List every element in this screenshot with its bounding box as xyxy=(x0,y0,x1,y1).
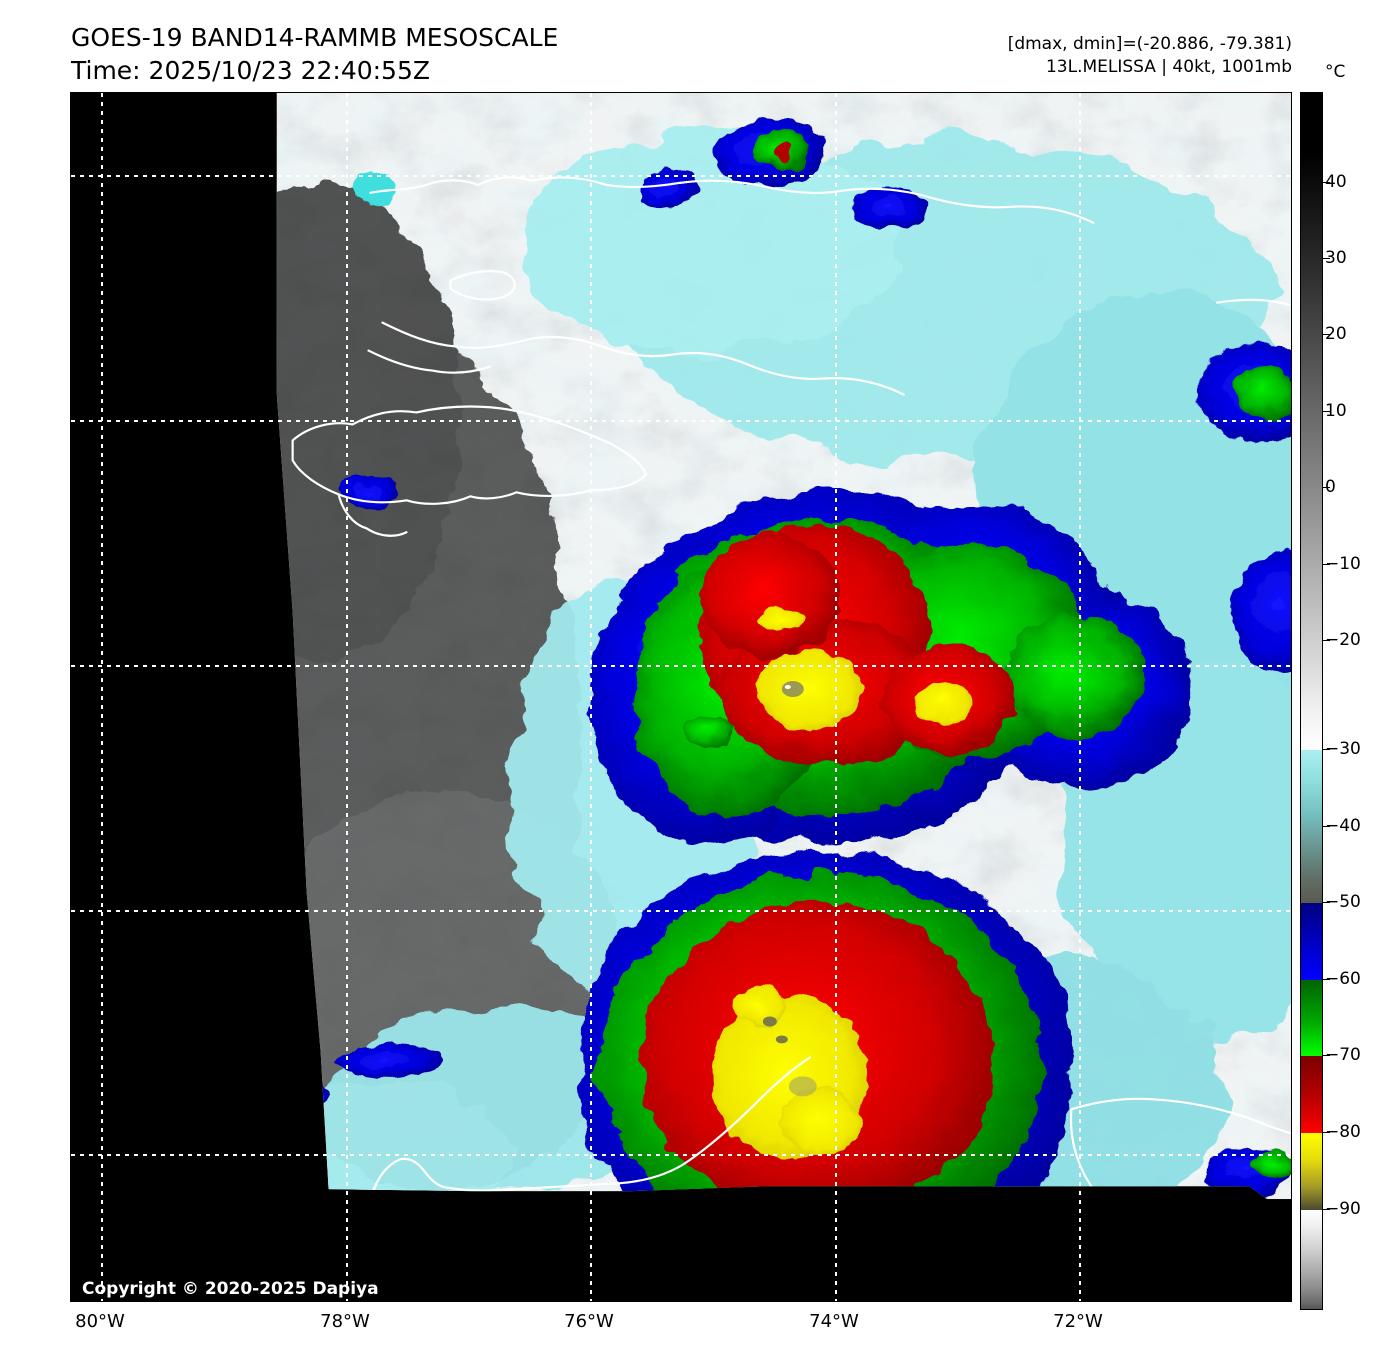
x-tick-label-78w: 78°W xyxy=(320,1311,370,1332)
satellite-imagery xyxy=(71,93,1291,1301)
northern-convective-cluster xyxy=(590,492,1195,842)
temperature-colorbar[interactable] xyxy=(1300,92,1323,1310)
coastlines xyxy=(276,176,1291,1200)
cbar-tickmark xyxy=(1323,182,1330,183)
colorbar-unit-label: °C xyxy=(1325,62,1346,82)
cbar-segment-green xyxy=(1301,980,1322,1056)
ir-brightness-temperature-raster xyxy=(71,93,1291,1301)
storm-info-label: 13L.MELISSA | 40kt, 1001mb xyxy=(1045,56,1292,77)
cbar-tick-label-neg40: −40 xyxy=(1325,816,1361,836)
cbar-tick-label-neg60: −60 xyxy=(1325,969,1361,989)
cbar-tickmark xyxy=(1323,979,1330,980)
cbar-tickmark xyxy=(1323,1209,1330,1210)
page-title: GOES-19 BAND14-RAMMB MESOSCALE xyxy=(71,23,559,52)
cbar-tickmark xyxy=(1323,749,1330,750)
x-tick-label-74w: 74°W xyxy=(809,1311,859,1332)
cbar-tickmark xyxy=(1323,334,1330,335)
cbar-segment-yellow xyxy=(1301,1133,1322,1210)
cbar-tickmark xyxy=(1323,1055,1330,1056)
cbar-tick-label-neg20: −20 xyxy=(1325,630,1361,650)
cbar-tick-label-neg70: −70 xyxy=(1325,1045,1361,1065)
metadata-block: [dmax, dmin]=(-20.886, -79.381) 13L.MELI… xyxy=(1008,33,1292,79)
x-tick-label-80w: 80°W xyxy=(75,1311,125,1332)
cbar-segment-grayscale-cold xyxy=(1301,1210,1322,1309)
cbar-tickmark xyxy=(1323,902,1330,903)
cbar-tickmark xyxy=(1323,826,1330,827)
cbar-tick-label-40: 40 xyxy=(1325,172,1347,192)
cbar-segment-blue xyxy=(1301,903,1322,980)
cbar-tick-label-30: 30 xyxy=(1325,248,1347,268)
cbar-tick-label-neg80: −80 xyxy=(1325,1122,1361,1142)
cbar-segment-grayscale-warm xyxy=(1301,93,1322,750)
dmax-dmin-label: [dmax, dmin]=(-20.886, -79.381) xyxy=(1007,34,1292,54)
cbar-tickmark xyxy=(1323,1132,1330,1133)
cbar-tick-label-0: 0 xyxy=(1325,477,1336,497)
cbar-tickmark xyxy=(1323,640,1330,641)
melissa-central-convection xyxy=(575,851,1075,1200)
title-block: GOES-19 BAND14-RAMMB MESOSCALE Time: 202… xyxy=(71,22,558,87)
timestamp-label: Time: 2025/10/23 22:40:55Z xyxy=(71,55,430,85)
copyright-label: Copyright © 2020-2025 Dapiya xyxy=(82,1279,379,1299)
cbar-tick-label-neg90: −90 xyxy=(1325,1199,1361,1219)
cbar-tick-label-neg30: −30 xyxy=(1325,739,1361,759)
cbar-tick-label-neg10: −10 xyxy=(1325,554,1361,574)
satellite-image-plot[interactable] xyxy=(70,92,1292,1302)
cbar-segment-red xyxy=(1301,1056,1322,1133)
cbar-tick-label-10: 10 xyxy=(1325,401,1347,421)
cbar-tickmark xyxy=(1323,411,1330,412)
cbar-tick-label-20: 20 xyxy=(1325,324,1347,344)
cbar-tickmark xyxy=(1323,564,1330,565)
x-tick-label-76w: 76°W xyxy=(564,1311,614,1332)
cbar-tick-label-neg50: −50 xyxy=(1325,892,1361,912)
cbar-tickmark xyxy=(1323,258,1330,259)
x-tick-label-72w: 72°W xyxy=(1053,1311,1103,1332)
cbar-segment-cyan xyxy=(1301,750,1322,903)
cbar-tickmark xyxy=(1323,487,1330,488)
